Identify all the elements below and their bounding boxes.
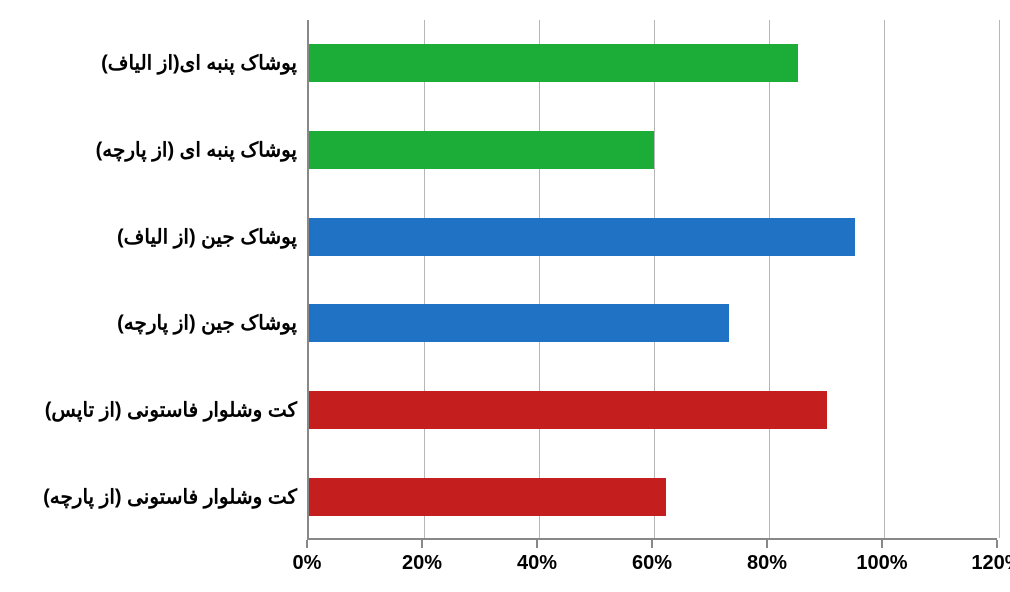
category-label: پوشاک پنبه ای(از الیاف) — [101, 51, 297, 76]
x-tick-mark — [996, 540, 998, 548]
bar — [309, 218, 855, 256]
bar — [309, 131, 654, 169]
x-tick-mark — [421, 540, 423, 548]
grid-line — [769, 20, 770, 538]
grid-line — [539, 20, 540, 538]
x-tick-label: 40% — [517, 552, 557, 575]
x-tick-label: 60% — [632, 552, 672, 575]
category-label: پوشاک پنبه ای (از پارچه) — [96, 138, 297, 163]
bar — [309, 304, 729, 342]
x-tick-mark — [651, 540, 653, 548]
x-tick-mark — [536, 540, 538, 548]
bar — [309, 44, 798, 82]
bar — [309, 478, 666, 516]
chart-container: 0% 20% 40% 60% 80% 100% 120% پوشاک پنبه ای(از … — [0, 0, 1010, 592]
category-label: کت وشلوار فاستونی (از پارچه) — [43, 484, 297, 509]
x-tick-label: 80% — [747, 552, 787, 575]
x-tick-mark — [306, 540, 308, 548]
category-label: پوشاک جین (از الیاف) — [117, 224, 297, 249]
grid-line — [424, 20, 425, 538]
category-label: کت وشلوار فاستونی (از تاپس) — [45, 398, 297, 423]
grid-line — [884, 20, 885, 538]
x-tick-mark — [881, 540, 883, 548]
x-tick-label: 0% — [293, 552, 322, 575]
grid-line — [654, 20, 655, 538]
x-tick-label: 100% — [856, 552, 907, 575]
plot-area — [307, 20, 997, 540]
x-tick-label: 120% — [971, 552, 1010, 575]
category-label: پوشاک جین (از پارچه) — [117, 311, 297, 336]
grid-line — [999, 20, 1000, 538]
x-tick-mark — [766, 540, 768, 548]
bar — [309, 391, 827, 429]
x-tick-label: 20% — [402, 552, 442, 575]
